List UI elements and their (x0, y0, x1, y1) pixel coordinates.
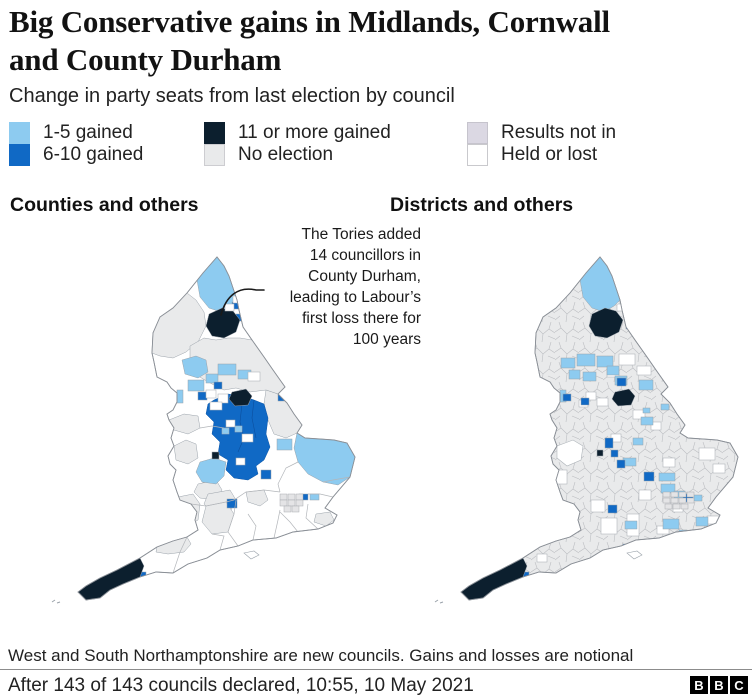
bbc-logo-block: C (730, 676, 748, 694)
region-held (217, 393, 229, 404)
region-gain1 (276, 438, 293, 451)
region-shropshire (173, 439, 199, 465)
legend-swatch-11-or-more (204, 122, 225, 144)
legend-label-11-or-more: 11 or more gained (238, 122, 391, 143)
gain1-districts (559, 257, 709, 560)
legend-label-results-not-in: Results not in (501, 122, 617, 143)
legend-column-status: Results not in Held or lost (467, 122, 616, 166)
legend-swatches (204, 122, 225, 166)
region-gain2 (226, 498, 238, 509)
bbc-logo: B B C (690, 676, 748, 694)
region-gloucestershire (173, 493, 201, 527)
legend-label-1-5-gained: 1-5 gained (43, 122, 133, 143)
region-midlands (205, 393, 271, 481)
region-gain2 (213, 381, 223, 390)
region-held (209, 401, 223, 411)
legend-column-gains-high: 11 or more gained No election (204, 122, 391, 166)
region-held (247, 371, 261, 382)
legend-label-no-election: No election (238, 144, 334, 165)
counties-map (51, 256, 356, 604)
region-gain1 (221, 427, 230, 435)
footnote: West and South Northamptonshire are new … (8, 646, 634, 665)
region-held (205, 389, 217, 399)
region-gain1 (234, 425, 243, 433)
legend-label-6-10-gained: 6-10 gained (43, 144, 144, 165)
districts-map-title: Districts and others (390, 194, 574, 216)
legend-label-held-or-lost: Held or lost (501, 144, 598, 165)
bbc-logo-block: B (690, 676, 708, 694)
isle-of-wight (243, 550, 260, 560)
gain3-districts (461, 307, 636, 600)
region-gain2 (260, 469, 272, 480)
footer-divider (0, 669, 752, 670)
region-held (224, 303, 235, 312)
isles-of-scilly (434, 599, 444, 604)
region-kent-patch (313, 511, 335, 527)
region-held (225, 419, 236, 428)
legend-swatches (9, 122, 30, 166)
annotation-leader-line (220, 288, 265, 316)
counties-map-title: Counties and others (10, 194, 199, 216)
isle-of-wight (626, 550, 643, 560)
region-gain1 (205, 373, 219, 384)
declaration-status: After 143 of 143 councils declared, 10:5… (8, 675, 474, 696)
county-borders (172, 425, 351, 574)
isles-of-scilly (51, 599, 61, 604)
region-gain1 (217, 363, 237, 376)
legend-swatch-held-or-lost (467, 144, 488, 166)
legend-swatch-1-5-gained (9, 122, 30, 144)
region-held (241, 433, 254, 443)
region-gain1 (187, 379, 205, 392)
legend-swatch-no-election (204, 144, 225, 166)
region-gain1 (309, 493, 320, 501)
page-subtitle: Change in party seats from last election… (9, 85, 455, 107)
district-regions (461, 257, 738, 600)
legend-swatch-results-not-in (467, 122, 488, 144)
region-gain1 (176, 389, 184, 404)
region-gain3 (228, 388, 253, 407)
region-lancashire (181, 355, 209, 379)
region-county-durham (588, 307, 624, 339)
region-gain2 (239, 545, 248, 553)
bbc-logo-block: B (710, 676, 728, 694)
region-gain3 (211, 451, 220, 460)
legend-swatches (467, 122, 488, 166)
region-gain2 (197, 391, 208, 401)
districts-map (434, 256, 739, 604)
page-title: Big Conservative gains in Midlands, Corn… (9, 4, 610, 77)
london-cluster (662, 491, 695, 510)
legend-column-gains-low: 1-5 gained 6-10 gained (9, 122, 143, 166)
legend-swatch-6-10-gained (9, 144, 30, 166)
region-held (235, 457, 246, 466)
county-durham-annotation: The Tories added 14 councillors in Count… (289, 226, 421, 348)
london-cluster (279, 493, 304, 513)
